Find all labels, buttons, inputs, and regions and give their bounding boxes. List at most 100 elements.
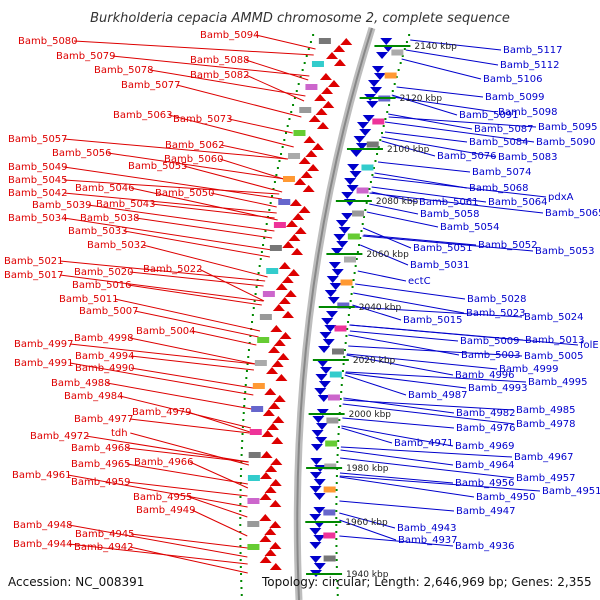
reverse-gene-label[interactable]: Bamb_5023 (466, 308, 526, 319)
forward-gene-label[interactable]: Bamb_5007 (79, 306, 139, 317)
reverse-gene-label[interactable]: Bamb_4943 (397, 523, 457, 534)
reverse-gene-label[interactable]: Bamb_5052 (478, 240, 538, 251)
forward-gene-label[interactable]: Bamb_4959 (71, 477, 131, 488)
forward-gene-label[interactable]: Bamb_5055 (128, 161, 188, 172)
forward-gene-label[interactable]: Bamb_4984 (64, 391, 124, 402)
forward-gene-label[interactable]: Bamb_5060 (164, 154, 224, 165)
reverse-gene-label[interactable]: Bamb_4957 (516, 473, 576, 484)
reverse-gene-label[interactable]: Bamb_4937 (398, 535, 458, 546)
reverse-gene-label[interactable]: Bamb_4956 (455, 478, 515, 489)
reverse-gene-label[interactable]: Bamb_5024 (524, 312, 584, 323)
forward-gene-label[interactable]: Bamb_5073 (173, 114, 233, 125)
reverse-gene-label[interactable]: Bamb_4978 (516, 419, 576, 430)
forward-gene-label[interactable]: Bamb_4994 (75, 351, 135, 362)
reverse-gene-label[interactable]: Bamb_5098 (498, 107, 558, 118)
reverse-gene-label[interactable]: Bamb_4976 (456, 423, 516, 434)
reverse-gene-label[interactable]: Bamb_4967 (514, 452, 574, 463)
forward-gene-label[interactable]: Bamb_4977 (74, 414, 134, 425)
reverse-gene-label[interactable]: Bamb_5015 (403, 315, 463, 326)
reverse-gene-label[interactable]: Bamb_4951 (542, 486, 600, 497)
forward-gene-label[interactable]: Bamb_4944 (13, 539, 73, 550)
forward-gene-label[interactable]: Bamb_5021 (4, 256, 64, 267)
reverse-gene-label[interactable]: folE (580, 340, 599, 351)
forward-gene-label[interactable]: Bamb_5078 (94, 65, 154, 76)
forward-gene-label[interactable]: Bamb_4942 (74, 542, 134, 553)
reverse-gene-label[interactable]: Bamb_5095 (538, 122, 598, 133)
forward-gene-label[interactable]: Bamb_4965 (71, 459, 131, 470)
forward-gene-label[interactable]: Bamb_5016 (72, 280, 132, 291)
forward-gene-label[interactable]: Bamb_5033 (68, 226, 128, 237)
forward-gene-label[interactable]: Bamb_5082 (190, 70, 250, 81)
reverse-gene-label[interactable]: Bamb_4936 (455, 541, 515, 552)
forward-gene-label[interactable]: Bamb_4961 (12, 470, 72, 481)
forward-gene-label[interactable]: Bamb_4998 (74, 333, 134, 344)
reverse-gene-label[interactable]: Bamb_4995 (528, 377, 588, 388)
reverse-gene-label[interactable]: Bamb_5053 (535, 246, 595, 257)
forward-gene-label[interactable]: Bamb_5043 (96, 199, 156, 210)
reverse-gene-label[interactable]: Bamb_4993 (468, 383, 528, 394)
reverse-gene-label[interactable]: Bamb_4971 (394, 438, 454, 449)
forward-gene-label[interactable]: Bamb_4990 (75, 363, 135, 374)
reverse-gene-label[interactable]: Bamb_5058 (420, 209, 480, 220)
forward-gene-label[interactable]: Bamb_5050 (155, 188, 215, 199)
reverse-gene-label[interactable]: Bamb_5117 (503, 45, 563, 56)
forward-gene-label[interactable]: Bamb_4997 (14, 339, 74, 350)
reverse-gene-label[interactable]: Bamb_5106 (483, 74, 543, 85)
reverse-gene-label[interactable]: Bamb_5099 (485, 92, 545, 103)
reverse-gene-label[interactable]: Bamb_5090 (536, 137, 596, 148)
forward-gene-label[interactable]: Bamb_5046 (75, 183, 135, 194)
forward-gene-label[interactable]: Bamb_4968 (71, 443, 131, 454)
reverse-gene-label[interactable]: Bamb_5009 (460, 336, 520, 347)
reverse-gene-label[interactable]: Bamb_5083 (498, 152, 558, 163)
reverse-gene-label[interactable]: Bamb_5065 (545, 208, 600, 219)
reverse-gene-label[interactable]: Bamb_5064 (488, 197, 548, 208)
reverse-gene-label[interactable]: ectC (408, 276, 431, 287)
reverse-gene-label[interactable]: Bamb_4964 (455, 460, 515, 471)
forward-gene-label[interactable]: Bamb_4972 (30, 431, 90, 442)
forward-gene-label[interactable]: Bamb_5017 (4, 270, 64, 281)
forward-gene-label[interactable]: Bamb_5038 (80, 213, 140, 224)
forward-gene-label[interactable]: Bamb_5049 (8, 162, 68, 173)
reverse-gene-label[interactable]: Bamb_4985 (516, 405, 576, 416)
reverse-gene-label[interactable]: Bamb_5003 (461, 350, 521, 361)
reverse-gene-label[interactable]: Bamb_4987 (408, 390, 468, 401)
reverse-gene-label[interactable]: Bamb_5054 (440, 222, 500, 233)
forward-gene-label[interactable]: Bamb_5022 (143, 264, 203, 275)
forward-gene-label[interactable]: Bamb_5079 (56, 51, 116, 62)
forward-gene-label[interactable]: Bamb_5077 (121, 80, 181, 91)
reverse-gene-label[interactable]: Bamb_5005 (524, 351, 584, 362)
forward-gene-label[interactable]: Bamb_5094 (200, 30, 260, 41)
reverse-gene-label[interactable]: Bamb_4996 (455, 370, 515, 381)
forward-gene-label[interactable]: Bamb_5063 (113, 110, 173, 121)
forward-gene-label[interactable]: Bamb_5045 (8, 175, 68, 186)
forward-gene-label[interactable]: Bamb_5042 (8, 188, 68, 199)
reverse-gene-label[interactable]: Bamb_5084 (469, 137, 529, 148)
forward-gene-label[interactable]: Bamb_4991 (14, 358, 74, 369)
forward-gene-label[interactable]: Bamb_5088 (190, 55, 250, 66)
forward-gene-label[interactable]: Bamb_5011 (59, 294, 119, 305)
reverse-gene-label[interactable]: Bamb_5087 (474, 124, 534, 135)
forward-gene-label[interactable]: Bamb_4988 (51, 378, 111, 389)
forward-gene-label[interactable]: Bamb_4955 (133, 492, 193, 503)
forward-gene-label[interactable]: Bamb_4948 (13, 520, 73, 531)
reverse-gene-label[interactable]: Bamb_5074 (472, 167, 532, 178)
forward-gene-label[interactable]: Bamb_5080 (18, 36, 78, 47)
forward-gene-label[interactable]: Bamb_5056 (52, 148, 112, 159)
forward-gene-label[interactable]: Bamb_4949 (136, 505, 196, 516)
reverse-gene-label[interactable]: Bamb_5068 (469, 183, 529, 194)
forward-gene-label[interactable]: Bamb_5020 (74, 267, 134, 278)
reverse-gene-label[interactable]: Bamb_4969 (455, 441, 515, 452)
forward-gene-label[interactable]: Bamb_4979 (132, 407, 192, 418)
forward-gene-label[interactable]: Bamb_5032 (87, 240, 147, 251)
forward-gene-label[interactable]: Bamb_4945 (75, 529, 135, 540)
reverse-gene-label[interactable]: pdxA (548, 192, 574, 203)
reverse-gene-label[interactable]: Bamb_4947 (456, 506, 516, 517)
reverse-gene-label[interactable]: Bamb_5061 (419, 197, 479, 208)
forward-gene-label[interactable]: Bamb_5057 (8, 134, 68, 145)
forward-gene-label[interactable]: Bamb_5062 (165, 140, 225, 151)
reverse-gene-label[interactable]: Bamb_4950 (476, 492, 536, 503)
reverse-gene-label[interactable]: Bamb_5013 (525, 335, 585, 346)
reverse-gene-label[interactable]: Bamb_4999 (499, 364, 559, 375)
reverse-gene-label[interactable]: Bamb_5031 (410, 260, 470, 271)
reverse-gene-label[interactable]: Bamb_5028 (467, 294, 527, 305)
